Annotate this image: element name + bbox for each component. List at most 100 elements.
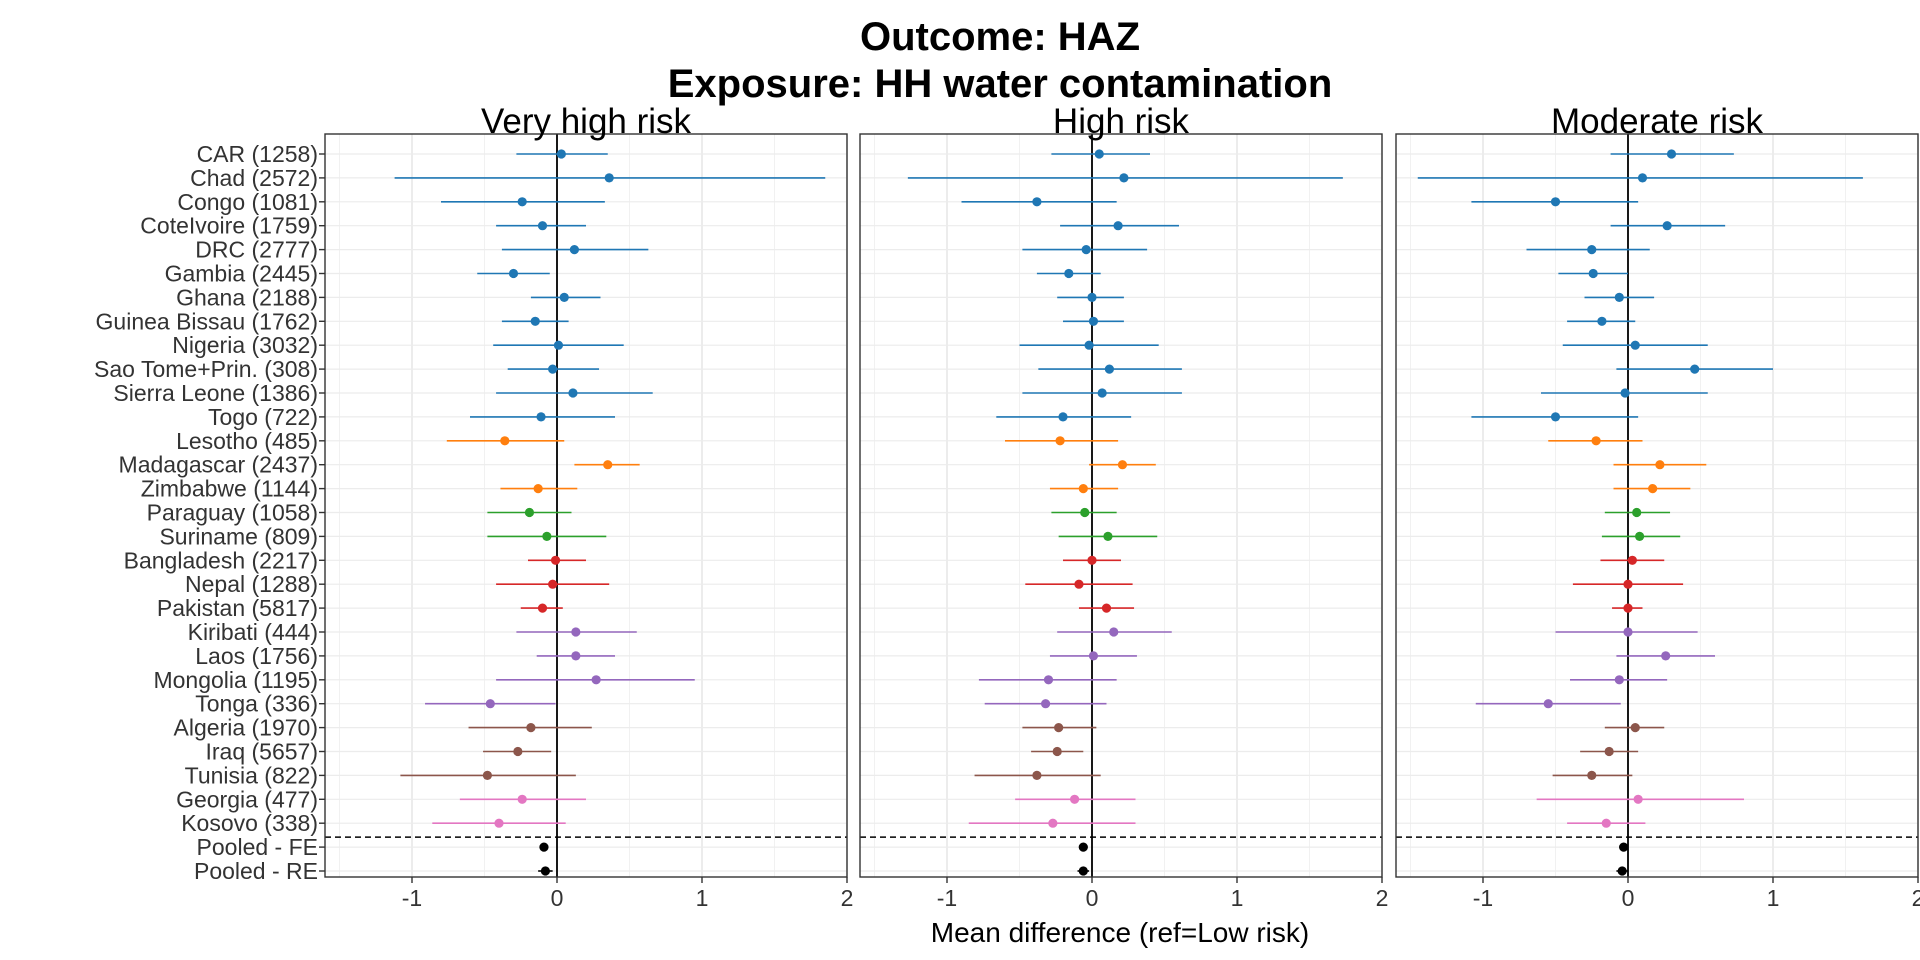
row-label-coteivoire-1759: CoteIvoire (1759) — [140, 213, 318, 239]
point-estimate-pakistan-5817 — [1623, 603, 1633, 613]
point-estimate-iraq-5657 — [513, 746, 523, 757]
x-tick-label: 1 — [1767, 885, 1780, 911]
point-estimate-car-1258 — [556, 149, 566, 159]
point-estimate-mongolia-1195 — [1614, 675, 1624, 685]
point-estimate-tonga-336 — [1543, 699, 1553, 709]
point-estimate-chad-2572 — [1637, 173, 1648, 183]
row-label-pooled-fe: Pooled - FE — [197, 834, 318, 860]
row-label-mongolia-1195: Mongolia (1195) — [153, 667, 318, 693]
point-estimate-suriname-809 — [1103, 531, 1113, 542]
point-estimate-kiribati-444 — [571, 627, 581, 637]
point-estimate-madagascar-2437 — [1117, 460, 1128, 470]
point-estimate-madagascar-2437 — [603, 460, 613, 470]
row-label-car-1258: CAR (1258) — [197, 141, 318, 167]
point-estimate-congo-1081 — [1032, 197, 1042, 207]
point-estimate-togo-722 — [536, 412, 546, 422]
row-label-pakistan-5817: Pakistan (5817) — [157, 595, 318, 621]
point-estimate-pooled-re — [1617, 866, 1627, 876]
panel-border — [859, 133, 1383, 878]
point-estimate-ghana-2188 — [1614, 292, 1624, 302]
point-estimate-tunisia-822 — [1032, 770, 1042, 781]
chart-title-line-2: Exposure: HH water contamination — [668, 62, 1333, 106]
x-tick-label: -1 — [937, 885, 957, 911]
facet-panel-moderate-risk: -1 0 1 2 Moderate risk — [1395, 102, 1920, 911]
point-estimate-sierra-leone-1386 — [568, 388, 578, 398]
x-tick-label: 0 — [1622, 885, 1635, 911]
point-estimate-pooled-fe — [1619, 842, 1629, 852]
point-estimate-lesotho-485 — [1591, 436, 1601, 446]
facet-panels: -1 0 1 2 Very high risk -1 0 1 2 High risk -1 0 1 2 Mo… — [324, 102, 1920, 911]
x-axis-title: Mean difference (ref=Low risk) — [931, 917, 1309, 948]
x-tick-label: -1 — [402, 885, 422, 911]
point-estimate-laos-1756 — [571, 651, 581, 661]
point-estimate-tunisia-822 — [1587, 770, 1597, 781]
row-label-chad-2572: Chad (2572) — [190, 165, 318, 191]
row-label-iraq-5657: Iraq (5657) — [205, 739, 318, 765]
row-label-pooled-re: Pooled - RE — [194, 858, 318, 884]
facet-title: Very high risk — [481, 102, 692, 141]
x-tick-label: 0 — [551, 885, 564, 911]
point-estimate-algeria-1970 — [1054, 723, 1064, 733]
point-estimate-gambia-2445 — [508, 268, 519, 279]
point-estimate-ghana-2188 — [559, 292, 569, 302]
row-label-bangladesh-2217: Bangladesh (2217) — [124, 547, 318, 573]
point-estimate-pooled-fe — [539, 842, 549, 852]
x-tick-label: 0 — [1086, 885, 1099, 911]
panel-background — [325, 134, 847, 877]
point-estimate-suriname-809 — [1635, 531, 1645, 542]
point-estimate-sao-tome-prin-308 — [1104, 364, 1114, 374]
point-estimate-drc-2777 — [1081, 245, 1091, 255]
row-label-sierra-leone-1386: Sierra Leone (1386) — [113, 380, 318, 406]
x-tick-label: -1 — [1473, 885, 1493, 911]
point-estimate-bangladesh-2217 — [1087, 555, 1097, 565]
point-estimate-georgia-477 — [1070, 794, 1080, 804]
point-estimate-gambia-2445 — [1064, 268, 1074, 279]
point-estimate-suriname-809 — [542, 531, 552, 542]
point-estimate-lesotho-485 — [1055, 436, 1065, 446]
row-label-algeria-1970: Algeria (1970) — [174, 715, 318, 741]
row-label-nigeria-3032: Nigeria (3032) — [172, 332, 318, 358]
point-estimate-nepal-1288 — [1074, 579, 1084, 589]
point-estimate-pakistan-5817 — [1101, 603, 1112, 613]
row-label-guinea-bissau-1762: Guinea Bissau (1762) — [96, 308, 318, 334]
point-estimate-bangladesh-2217 — [1627, 555, 1637, 565]
point-estimate-togo-722 — [1550, 412, 1561, 422]
point-estimate-nepal-1288 — [1623, 579, 1633, 589]
point-estimate-kosovo-338 — [494, 818, 504, 828]
x-tick-label: 2 — [841, 885, 854, 911]
point-estimate-nepal-1288 — [548, 579, 558, 589]
point-estimate-guinea-bissau-1762 — [530, 316, 540, 326]
point-estimate-togo-722 — [1058, 412, 1068, 422]
point-estimate-nigeria-3032 — [1630, 340, 1640, 350]
x-tick-label: 2 — [1376, 885, 1389, 911]
point-estimate-paraguay-1058 — [1632, 507, 1642, 518]
row-label-madagascar-2437: Madagascar (2437) — [119, 452, 318, 478]
row-label-laos-1756: Laos (1756) — [195, 643, 318, 669]
point-estimate-chad-2572 — [1119, 173, 1129, 183]
point-estimate-madagascar-2437 — [1655, 460, 1665, 470]
point-estimate-mongolia-1195 — [1043, 675, 1054, 685]
point-estimate-drc-2777 — [1587, 245, 1597, 255]
point-estimate-coteivoire-1759 — [537, 221, 548, 231]
point-estimate-coteivoire-1759 — [1662, 221, 1672, 231]
point-estimate-laos-1756 — [1088, 651, 1099, 661]
point-estimate-mongolia-1195 — [591, 675, 601, 685]
point-estimate-zimbabwe-1144 — [1078, 484, 1088, 494]
point-estimate-lesotho-485 — [500, 436, 510, 446]
point-estimate-chad-2572 — [604, 173, 614, 183]
row-label-suriname-809: Suriname (809) — [159, 523, 318, 549]
point-estimate-sao-tome-prin-308 — [548, 364, 558, 374]
x-tick-label: 2 — [1912, 885, 1920, 911]
point-estimate-georgia-477 — [517, 794, 527, 804]
row-label-tonga-336: Tonga (336) — [195, 691, 318, 717]
point-estimate-iraq-5657 — [1604, 746, 1614, 757]
row-label-togo-722: Togo (722) — [208, 404, 318, 430]
point-estimate-tonga-336 — [1041, 699, 1051, 709]
point-estimate-drc-2777 — [569, 245, 580, 255]
point-estimate-zimbabwe-1144 — [533, 484, 543, 494]
point-estimate-kiribati-444 — [1109, 627, 1119, 637]
panel-background — [860, 134, 1382, 877]
point-estimate-congo-1081 — [1550, 197, 1561, 207]
row-label-zimbabwe-1144: Zimbabwe (1144) — [141, 476, 318, 502]
panel-border — [1395, 133, 1919, 878]
